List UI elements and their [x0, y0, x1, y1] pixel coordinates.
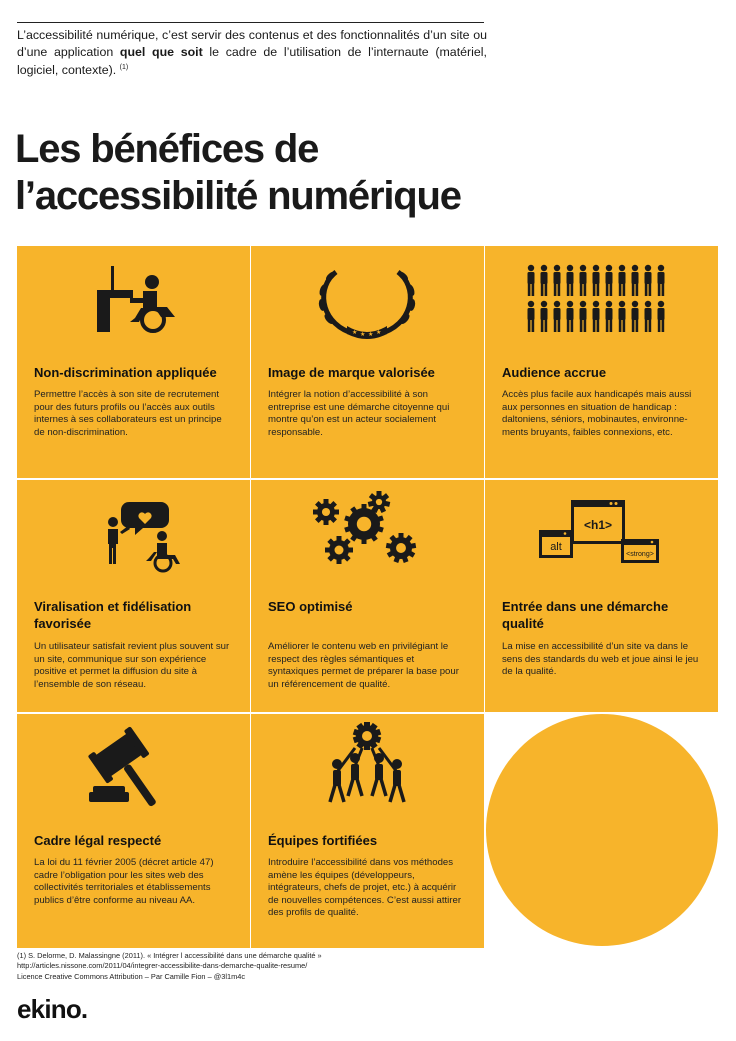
- intro-paragraph: L’accessibilité numérique, c’est servir …: [17, 27, 487, 79]
- intro-emphasis: quel que soit: [119, 44, 203, 59]
- team-gear-icon: [251, 714, 484, 819]
- benefit-card-viralisation: Viralisation et fidélisation favorisée U…: [17, 480, 250, 712]
- gears-icon: [251, 480, 484, 585]
- crowd-icon: [485, 246, 718, 351]
- laurel-wreath-icon: ★ ★ ★ ★: [251, 246, 484, 351]
- benefit-title: Non-discrimination appliquée: [34, 365, 217, 380]
- benefit-text: Intégrer la notion d’accessibilité à son…: [268, 389, 450, 438]
- benefit-title: Viralisation et fidélisation favorisée: [34, 599, 192, 631]
- page-title: Les bénéfices de l’accessibilité numériq…: [15, 126, 462, 220]
- benefit-card-seo: SEO optimisé Améliorer le contenu web en…: [251, 480, 484, 712]
- page-title-line1: Les bénéfices de: [15, 127, 319, 171]
- svg-text:★: ★: [376, 329, 381, 336]
- footnote-citation: (1) S. Delorme, D. Malassingne (2011). «…: [17, 951, 322, 960]
- benefit-text: Améliorer le contenu web en privilégiant…: [268, 641, 459, 690]
- html-windows-icon: <h1> alt <strong>: [485, 480, 718, 585]
- alt-tag: alt: [550, 541, 562, 553]
- benefit-card-non-discrimination: Non-discrimination appliquée Permettre l…: [17, 246, 250, 478]
- benefit-card-qualite: <h1> alt <strong> Entrée dans une démarc…: [485, 480, 718, 712]
- footnote-license: Licence Creative Commons Attribution – P…: [17, 971, 246, 981]
- strong-tag: <strong>: [626, 551, 654, 558]
- ekino-logo: ekino.: [17, 994, 88, 1024]
- svg-text:★: ★: [360, 331, 365, 338]
- footnote: (1) S. Delorme, D. Malassingne (2011). «…: [17, 951, 487, 982]
- intro-text-end: le cadre de l’utilisation de l’internaut…: [17, 44, 487, 78]
- benefit-title: Audience accrue: [502, 365, 607, 380]
- gavel-icon: [17, 714, 250, 819]
- svg-text:★: ★: [352, 329, 357, 336]
- intro-text: L’accessibilité numérique, c’est servir …: [17, 28, 487, 59]
- benefit-title: Cadre légal respecté: [34, 833, 162, 848]
- benefit-card-cadre-legal: Cadre légal respecté La loi du 11 févrie…: [17, 714, 250, 948]
- benefit-card-audience: Audience accrue Accès plus facile aux ha…: [485, 246, 718, 478]
- decorative-circle: [486, 714, 718, 946]
- intro-note-ref: (1): [119, 64, 129, 71]
- benefit-text: La loi du 11 février 2005 (décret articl…: [34, 857, 214, 906]
- page-title-line2: l’accessibilité numérique: [15, 174, 462, 218]
- h1-tag: <h1>: [584, 518, 612, 532]
- top-rule: [17, 22, 484, 23]
- benefit-text: Un utilisateur satisfait revient plus so…: [34, 641, 230, 690]
- benefit-card-image-de-marque: ★ ★ ★ ★ Image de marque valorisée Intégrer …: [251, 246, 484, 478]
- benefit-text: Introduire l’accessibilité dans vos méth…: [268, 857, 462, 919]
- footnote-url: http://articles.nissone.com/2011/04/inte…: [17, 961, 308, 971]
- conversation-icon: [17, 480, 250, 585]
- svg-text:★: ★: [368, 331, 373, 338]
- benefit-title: SEO optimisé: [268, 599, 353, 614]
- benefit-text: Accès plus facile aux handicapés mais au…: [502, 389, 692, 438]
- benefit-text: La mise en accessibilité d’un site va da…: [502, 641, 699, 678]
- benefit-card-equipes: Équipes fortifiées Introduire l’accessib…: [251, 714, 484, 948]
- wheelchair-desk-icon: [17, 246, 250, 351]
- benefit-title: Équipes fortifiées: [268, 833, 378, 848]
- benefit-title: Image de marque valorisée: [268, 365, 435, 380]
- benefit-title: Entrée dans une démarche qualité: [502, 599, 669, 631]
- benefit-text: Permettre l’accès à son site de recrutem…: [34, 389, 222, 438]
